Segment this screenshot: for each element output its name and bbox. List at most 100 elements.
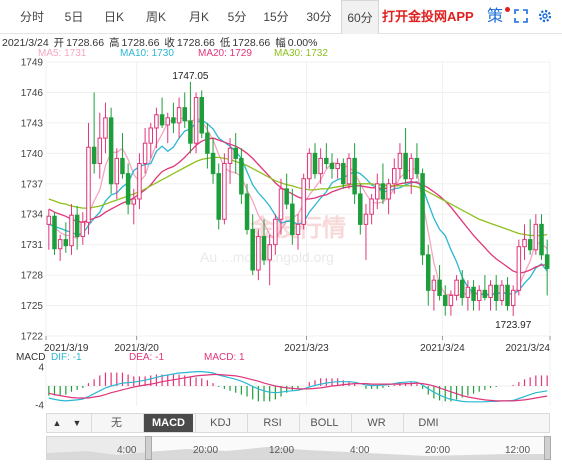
indicator-none-button[interactable]: 无 <box>91 414 141 432</box>
candle-body <box>267 244 272 261</box>
x-tick-label: 2021/3/20 <box>114 343 159 354</box>
candle-body <box>386 183 391 200</box>
navigator-left-handle[interactable] <box>145 436 152 460</box>
candle-body <box>454 279 459 296</box>
candle-body <box>324 157 329 164</box>
navigator-minimap <box>47 437 547 459</box>
quote-summary: 2021/3/24 开 1728.66 高 1728.66 收 1728.66 低 17… <box>2 35 319 50</box>
candle-body <box>120 157 125 175</box>
x-tick-label: 2021/3/19 <box>44 343 89 354</box>
candle-body <box>250 228 255 271</box>
candle-body <box>459 279 465 298</box>
open-app-link[interactable]: 打开金投网APP <box>382 9 474 24</box>
high-label: 高 <box>109 37 120 49</box>
candle-body <box>244 193 250 230</box>
candle-body <box>397 152 403 170</box>
candle-body <box>182 107 187 122</box>
y-tick-label: 1722 <box>21 332 44 343</box>
y-tick-label: 1749 <box>21 58 44 69</box>
navigator-right-handle[interactable] <box>544 436 551 460</box>
macd-value-legend: MACD: 1 <box>204 352 245 363</box>
candle-body <box>227 147 233 164</box>
candle-body <box>476 289 482 301</box>
time-navigator[interactable]: 4:00 20:00 12:00 4:00 20:00 12:00 <box>46 436 551 460</box>
candle-body <box>205 132 210 154</box>
ma20-legend: MA20: 1729 <box>198 48 252 59</box>
candle-body <box>539 223 544 256</box>
navigator-label: 20:00 <box>193 445 219 456</box>
candle-body <box>159 114 165 126</box>
indicator-bar: ▲ ▼ 无 MACD KDJ RSI BOLL WR DMI <box>46 413 550 433</box>
macd-y-tick-label: -4 <box>35 401 44 410</box>
tab-monthly-k[interactable]: 月K <box>188 10 209 24</box>
fullscreen-icon[interactable] <box>514 9 528 23</box>
candle-body <box>103 117 108 139</box>
candle-body <box>471 286 476 301</box>
low-value: 1728.66 <box>232 37 271 49</box>
tab-5day[interactable]: 5日 <box>64 10 84 24</box>
y-tick-label: 1734 <box>21 210 44 221</box>
candle-body <box>114 157 120 185</box>
candle-body <box>278 188 284 220</box>
candle-body <box>295 223 301 236</box>
change-value: 0.00% <box>287 37 318 49</box>
candle-body <box>199 97 204 134</box>
y-tick-label: 1725 <box>21 301 44 312</box>
candle-body <box>216 173 221 220</box>
candle-body <box>63 239 69 247</box>
dif-legend: DIF: -1 <box>51 352 82 363</box>
candle-body <box>335 162 340 170</box>
tab-5min[interactable]: 5分 <box>227 10 247 24</box>
quote-date: 2021/3/24 <box>2 37 49 49</box>
candle-body <box>154 114 159 129</box>
indicator-wr-button[interactable]: WR <box>351 414 401 432</box>
price-chart[interactable]: 金投行情 Au ...more.cngold.org 1722172517281… <box>0 0 562 410</box>
navigator-label: 20:00 <box>425 445 451 456</box>
indicator-up-arrow[interactable]: ▲ <box>52 418 62 428</box>
candle-body <box>533 223 539 251</box>
candle-body <box>86 146 91 223</box>
candle-body <box>261 236 267 261</box>
macd-title: MACD <box>16 352 46 363</box>
candle-body <box>131 198 137 205</box>
candle-body <box>346 157 352 185</box>
notification-dot <box>505 7 510 12</box>
high-value: 1728.66 <box>121 37 160 49</box>
tab-30min[interactable]: 30分 <box>306 10 332 24</box>
indicator-macd-button[interactable]: MACD <box>143 414 193 432</box>
candle-body <box>46 215 52 225</box>
x-tick-label: 2021/3/24 <box>506 343 551 354</box>
ma5-line <box>48 117 548 297</box>
candle-body <box>273 218 278 246</box>
candle-body <box>409 157 414 180</box>
x-tick-label: 2021/3/24 <box>420 343 465 354</box>
indicator-dmi-button[interactable]: DMI <box>403 414 453 432</box>
ma5-legend: MA5: 1731 <box>38 48 87 59</box>
candle-body <box>544 254 550 269</box>
period-tab-bar: 分时 5日 日K 周K 月K 5分 15分 30分 60分 打开金投网APP 策 <box>0 0 562 34</box>
candle-body <box>137 162 142 200</box>
gear-icon[interactable] <box>537 8 553 24</box>
tab-60min[interactable]: 60分 <box>341 0 379 34</box>
navigator-label: 12:00 <box>269 445 295 456</box>
tab-fenshi[interactable]: 分时 <box>19 10 44 24</box>
candle-body <box>448 294 454 307</box>
strategy-icon[interactable]: 策 <box>487 8 504 25</box>
dea-line <box>48 373 548 402</box>
y-tick-label: 1743 <box>21 118 44 129</box>
navigator-label: 4:00 <box>350 445 370 456</box>
tab-daily-k[interactable]: 日K <box>103 10 124 24</box>
candle-body <box>318 157 323 175</box>
candle-body <box>465 286 471 298</box>
dea-legend: DEA: -1 <box>129 352 165 363</box>
tab-weekly-k[interactable]: 周K <box>145 10 166 24</box>
candle-body <box>148 127 154 144</box>
tab-15min[interactable]: 15分 <box>263 10 289 24</box>
macd-y-tick-label: 4 <box>38 362 44 373</box>
indicator-down-arrow[interactable]: ▼ <box>72 418 82 428</box>
indicator-boll-button[interactable]: BOLL <box>299 414 349 432</box>
candle-body <box>57 239 63 250</box>
indicator-kdj-button[interactable]: KDJ <box>195 414 245 432</box>
candle-body <box>358 193 363 225</box>
indicator-rsi-button[interactable]: RSI <box>247 414 297 432</box>
